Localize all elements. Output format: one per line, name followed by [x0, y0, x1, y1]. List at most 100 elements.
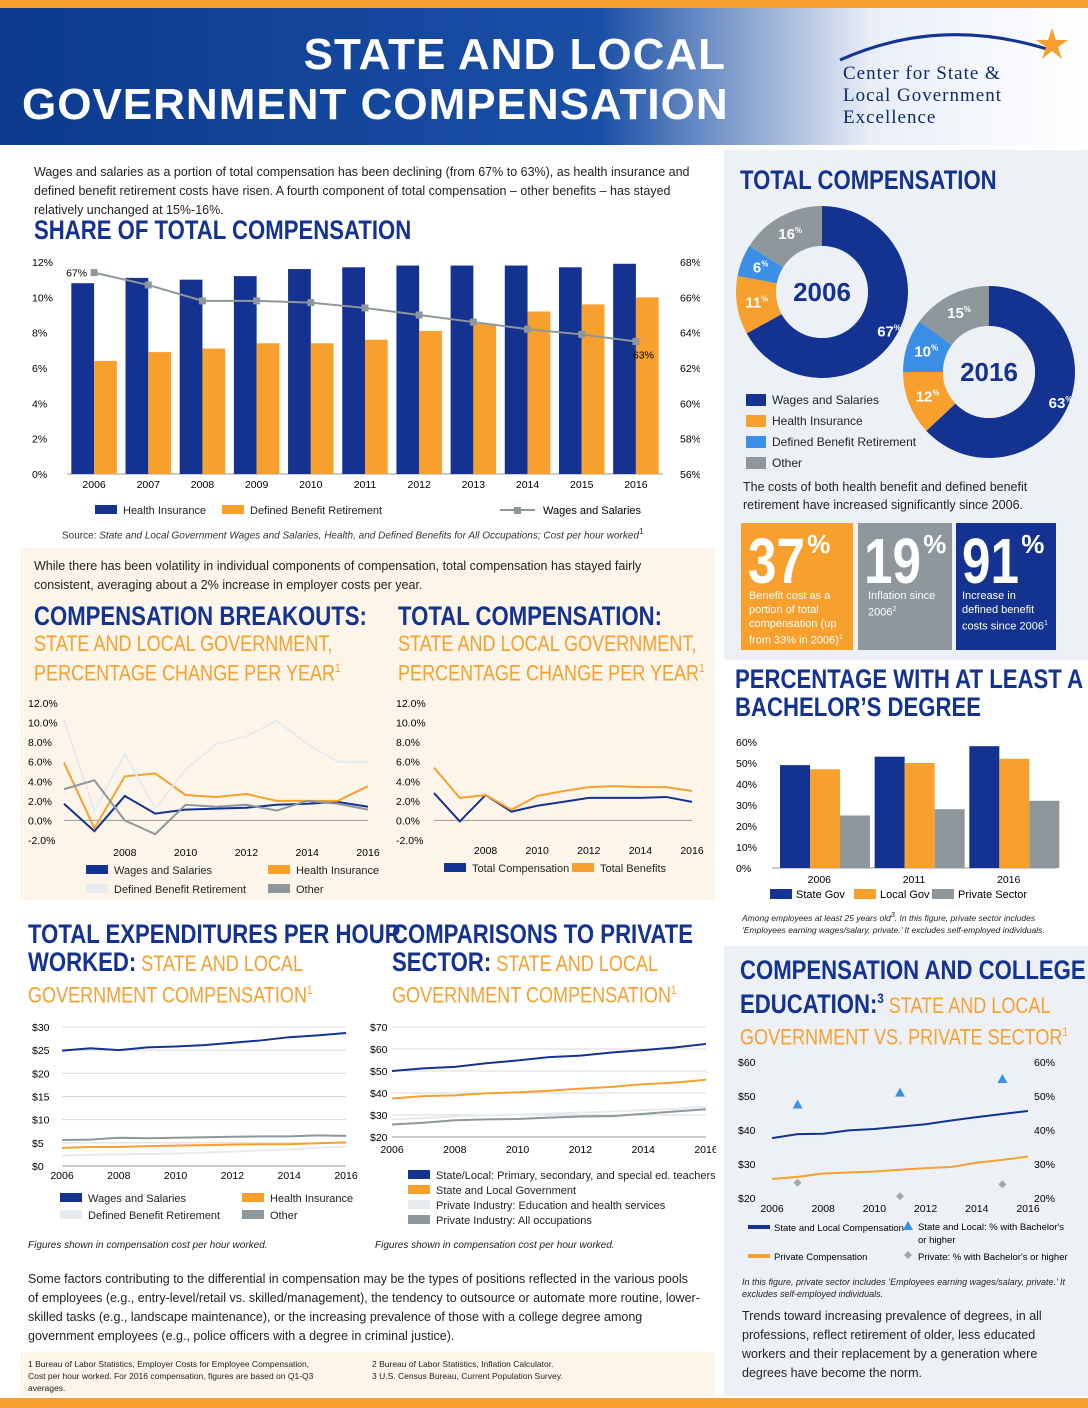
stat-number-inflation: 19% [864, 529, 946, 593]
share-bar-retirement [202, 348, 226, 474]
share-x-tick: 2014 [516, 479, 540, 491]
totalchange-svg-legend-0-label: Total Compensation [472, 863, 569, 875]
bachelor-y-tick: 20% [736, 821, 757, 833]
totalchange-heading: TOTAL COMPENSATION: STATE AND LOCAL GOVE… [398, 602, 772, 685]
totalchange-sub1: STATE AND LOCAL GOVERNMENT, [398, 631, 697, 656]
bachelor-chart: 0% 10% 20% 30% 40% 50% 60% 2006 2011 2016 State Go… [736, 737, 1060, 901]
donut-2016-slice-3 [919, 286, 989, 345]
bachelor-legend-swatch-0 [770, 889, 792, 899]
expend-svg-x-tick: 2006 [50, 1170, 74, 1182]
share-chart: 0% 2% 4% 6% 8% 10% 12% 56% 58% 60% 62% 64% 66% 68% 200… [32, 257, 700, 517]
compare-svg-x-tick: 2012 [569, 1144, 593, 1156]
totalchange-chart: -2.0% 0.0% 2.0% 4.0% 6.0% 8.0% 10.0% 12.0% 2008 2… [396, 698, 704, 875]
share-legend-wages-marker [514, 507, 521, 514]
college-panel [724, 946, 1088, 1396]
totalchange-svg-x-tick: 2016 [680, 845, 704, 857]
college-yright-tick: 30% [1034, 1159, 1055, 1171]
bachelor-y-tick: 30% [736, 800, 757, 812]
bachelor-legend-label-2: Private Sector [958, 889, 1027, 901]
donut-2016-label-0: 63% [1049, 395, 1073, 412]
expend-svg-y-tick: $25 [32, 1045, 50, 1057]
share-yleft-tick: 0% [32, 469, 47, 481]
footnote-1: 1 Bureau of Labor Statistics, Employer C… [28, 1359, 314, 1393]
college-x-tick: 2010 [863, 1203, 887, 1215]
college-x-tick: 2014 [965, 1203, 989, 1215]
expend-svg-legend-1-label: Health Insurance [270, 1193, 353, 1205]
share-legend-retirement-label: Defined Benefit Retirement [250, 505, 382, 517]
college-title2: EDUCATION:3 STATE AND LOCAL [740, 984, 1086, 1020]
total-comp-title: TOTAL COMPENSATION [740, 165, 997, 195]
breakouts-sub2-text: PERCENTAGE CHANGE PER YEAR [34, 660, 336, 686]
compare-svg-y-tick: $70 [370, 1022, 388, 1034]
share-yleft-tick: 6% [32, 363, 47, 375]
breakouts-svg-legend-0-label: Wages and Salaries [114, 865, 213, 877]
donut-2016-year: 2016 [960, 357, 1018, 387]
college-yleft-tick: $20 [738, 1193, 756, 1205]
totalchange-sub2-text: PERCENTAGE CHANGE PER YEAR [398, 660, 700, 686]
bachelor-bar-2 [934, 809, 965, 868]
college-yright-tick: 20% [1034, 1193, 1055, 1205]
share-wages-marker [524, 325, 532, 333]
share-bar-retirement [581, 304, 605, 474]
donut-2016-slice-1 [903, 372, 956, 431]
compare-svg-y-tick: $50 [370, 1066, 388, 1078]
logo-line1: Center for State & [843, 63, 1001, 84]
totalchange-svg-x-tick: 2014 [629, 845, 653, 857]
bachelor-bar-1 [904, 763, 935, 868]
breakouts-svg-line-3 [63, 779, 369, 836]
share-legend-retirement-swatch [222, 505, 244, 514]
share-yright-tick: 62% [680, 363, 700, 375]
legend-label-other: Other [772, 455, 803, 470]
share-wages-marker [90, 269, 98, 277]
bachelor-bar-0 [780, 765, 810, 868]
donut-2016-label-pct: % [931, 344, 938, 353]
college-sl-degree-marker [895, 1087, 905, 1097]
share-bar-retirement [635, 297, 659, 474]
legend-wages: Wages and Salaries [746, 389, 916, 410]
share-bar-retirement [365, 339, 388, 474]
college-yright-tick: 40% [1034, 1125, 1055, 1137]
expenditures-sup: 1 [306, 983, 313, 997]
donut-2006-slice-2 [737, 245, 784, 284]
expend-svg-y-tick: $10 [32, 1115, 50, 1127]
stat-text-benefit: Benefit cost as a portion of total compe… [749, 589, 851, 648]
college-legend-private-degree-marker [904, 1251, 912, 1259]
expend-svg-line-1 [61, 1141, 347, 1149]
totalchange-svg-line-1 [433, 766, 693, 811]
share-yleft-tick: 2% [32, 434, 47, 446]
compare-svg-legend-2-label: Private Industry: Education and health s… [436, 1200, 666, 1212]
share-wages-marker [578, 330, 586, 338]
expend-svg-x-tick: 2010 [164, 1170, 188, 1182]
college-private-degree-marker [896, 1192, 904, 1201]
share-bar-health [179, 279, 203, 474]
legend-label-health: Health Insurance [772, 413, 863, 428]
totalchange-svg-y-tick: 4.0% [396, 776, 420, 788]
logo-line2: Local Government [843, 85, 1002, 106]
breakouts-svg-x-tick: 2008 [113, 847, 137, 859]
donut-2016-label-pct: % [964, 305, 971, 314]
bachelor-note: Among employees at least 25 years old3. … [742, 909, 1072, 936]
comparisons-note: Figures shown in compensation cost per h… [375, 1240, 615, 1251]
share-bar-retirement [419, 330, 442, 474]
share-legend-health-label: Health Insurance [123, 505, 206, 517]
share-bar-health [504, 265, 528, 474]
expenditures-title2-text: WORKED: [28, 947, 137, 977]
share-x-tick: 2008 [191, 479, 215, 491]
bachelor-x-tick: 2011 [903, 874, 926, 886]
stat-pct-db: % [1021, 529, 1045, 559]
stat-num-db: 91 [962, 525, 1019, 597]
breakouts-svg-y-tick: 6.0% [28, 757, 52, 769]
share-bar-health [558, 267, 582, 474]
stat-text-inflation: Inflation since 20062 [868, 589, 948, 620]
college-chart: $20 $30 $40 $50 $60 20% 30% 40% 50% 60% 2006 2008 20… [738, 1057, 1068, 1263]
share-bar-health [342, 267, 365, 474]
stat-box-benefit: 37% Benefit cost as a portion of total c… [741, 523, 853, 650]
stat-number-benefit: 37% [748, 529, 830, 593]
source-italic: State and Local Government Wages and Sal… [99, 530, 639, 542]
compare-svg-legend-3-swatch [408, 1215, 430, 1224]
comparisons-title2-text: SECTOR: [392, 947, 492, 977]
share-x-tick: 2012 [408, 479, 432, 491]
stat-num-inflation: 19 [864, 525, 921, 597]
share-yleft-tick: 12% [32, 257, 53, 269]
totalchange-svg-x-tick: 2010 [526, 845, 550, 857]
